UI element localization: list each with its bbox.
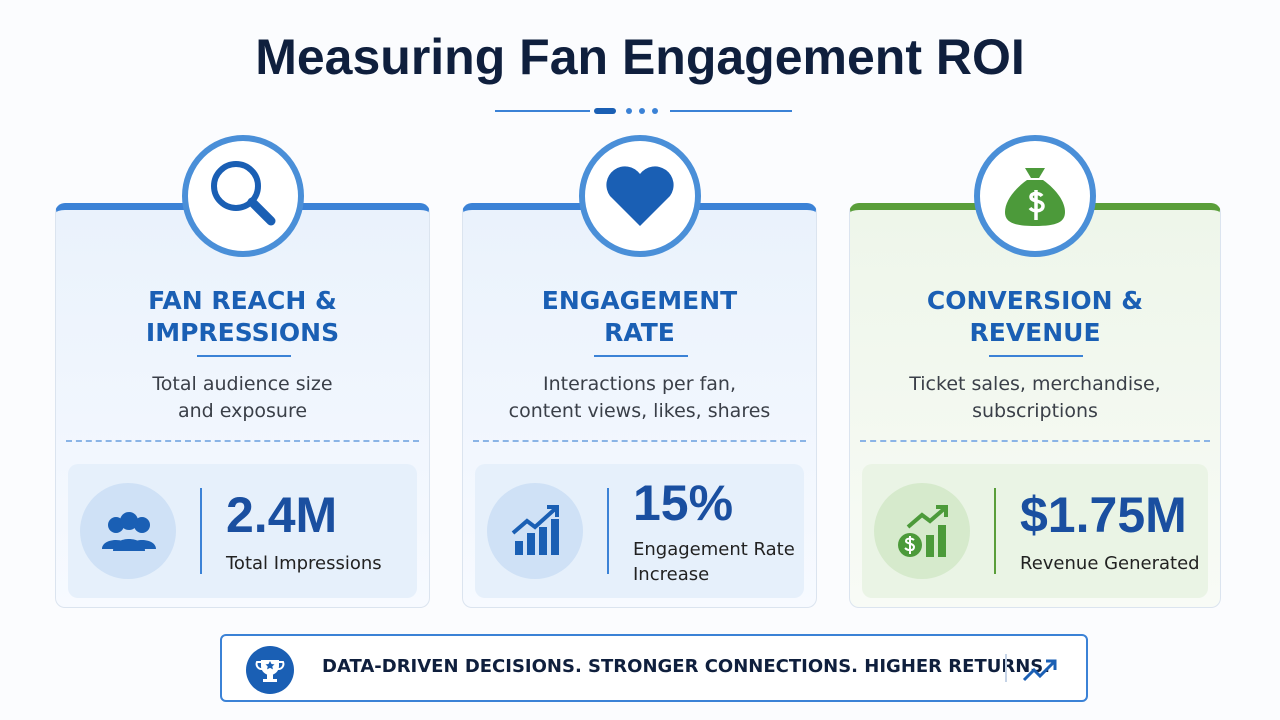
dashed-divider	[66, 440, 419, 442]
card-title: CONVERSION &	[926, 286, 1144, 315]
metric-divider	[200, 488, 202, 574]
dashed-divider	[860, 440, 1210, 442]
card-description: Total audience size	[152, 373, 333, 395]
title-underline	[989, 355, 1083, 357]
metric-box: $1.75M Revenue Generated	[862, 464, 1208, 598]
metric-value: $1.75M	[1020, 487, 1187, 543]
card-description: content views, likes, shares	[508, 400, 771, 422]
card: CONVERSION & REVENUE Ticket sales, merchan…	[849, 203, 1221, 608]
card-title: FAN REACH &	[148, 286, 337, 315]
card-description: and exposure	[177, 400, 308, 422]
metric-icon	[487, 483, 583, 579]
title-divider	[495, 108, 792, 114]
card-icon	[181, 134, 305, 258]
metric-value: 15%	[633, 475, 734, 531]
dashed-divider	[473, 440, 806, 442]
title-underline	[593, 355, 688, 357]
card-icon	[578, 134, 702, 258]
trend-icon	[1005, 654, 1057, 682]
metric-box: 15% Engagement Rate Increase	[475, 464, 804, 598]
metric-label: Engagement Rate	[633, 539, 795, 560]
card-title: ENGAGEMENT	[541, 286, 738, 315]
metric-divider	[994, 488, 996, 574]
metric-label: Total Impressions	[226, 553, 382, 574]
metric-icon	[80, 483, 176, 579]
card-icon	[973, 134, 1097, 258]
title-underline	[196, 355, 291, 357]
card: ENGAGEMENT RATE Interactions per fan, conte…	[462, 203, 817, 608]
metric-divider	[607, 488, 609, 574]
page-title: Measuring Fan Engagement ROI	[255, 29, 1025, 85]
footer-text: DATA-DRIVEN DECISIONS. STRONGER CONNECTI…	[322, 656, 1051, 677]
footer-banner: DATA-DRIVEN DECISIONS. STRONGER CONNECTI…	[220, 634, 1088, 702]
metric-value: 2.4M	[226, 487, 338, 543]
card-title: RATE	[604, 318, 675, 347]
card: FAN REACH & IMPRESSIONS Total audience siz…	[55, 203, 430, 608]
card-description: subscriptions	[972, 400, 1098, 422]
metric-label: Increase	[633, 564, 710, 585]
card-title: IMPRESSIONS	[145, 318, 340, 347]
metric-box: 2.4M Total Impressions	[68, 464, 417, 598]
card-description: Interactions per fan,	[542, 373, 737, 395]
card-title: REVENUE	[969, 318, 1101, 347]
metric-icon	[874, 483, 970, 579]
card-description: Ticket sales, merchandise,	[909, 373, 1161, 395]
trophy-icon	[246, 646, 294, 694]
metric-label: Revenue Generated	[1020, 553, 1200, 574]
